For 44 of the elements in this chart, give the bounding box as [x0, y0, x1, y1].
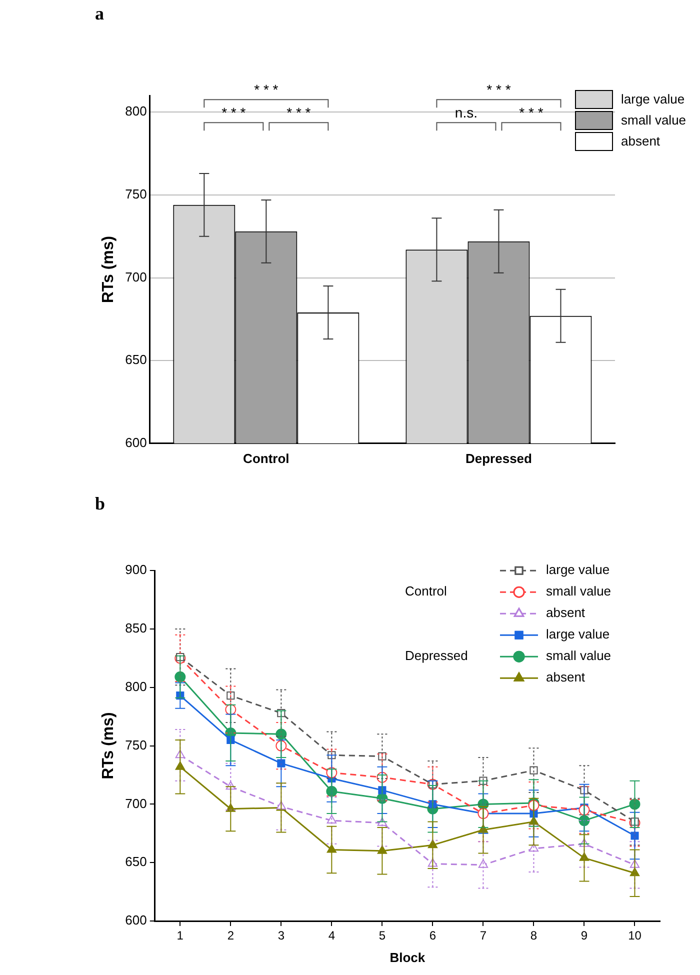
- y-axis-title: RTs (ms): [100, 236, 118, 304]
- x-tick-label: 1: [176, 928, 184, 943]
- legend-label: large value: [546, 626, 610, 642]
- annotation: * * *: [254, 81, 279, 98]
- y-tick-label: 750: [125, 737, 147, 752]
- legend-label: absent: [546, 670, 586, 685]
- legend-label: absent: [621, 134, 660, 149]
- y-tick-label: 700: [125, 269, 147, 284]
- x-tick-label: 7: [480, 928, 487, 943]
- x-tick-label: 5: [378, 928, 386, 943]
- x-tick-label: 4: [328, 928, 336, 943]
- y-axis-title: RTs (ms): [100, 712, 118, 780]
- legend-label: small value: [546, 648, 612, 664]
- annotation: * * *: [486, 81, 512, 98]
- x-tick-label: 3: [278, 928, 285, 943]
- legend-label: large value: [621, 92, 685, 107]
- legend-label: small value: [546, 584, 612, 599]
- y-tick-label: 850: [125, 620, 147, 636]
- x-axis-title: Block: [390, 950, 426, 965]
- y-tick-label: 650: [125, 854, 147, 870]
- x-tick-label: 6: [429, 928, 436, 943]
- y-tick-label: 900: [125, 562, 147, 578]
- y-tick-label: 750: [125, 186, 147, 202]
- annotation: * * *: [286, 104, 312, 120]
- annotation: n.s.: [454, 104, 478, 120]
- x-tick-label: 8: [530, 928, 538, 943]
- annotation: * * *: [222, 104, 246, 120]
- legend-label: large value: [546, 562, 610, 578]
- y-tick-label: 700: [125, 796, 147, 811]
- chart-title: b: [95, 493, 106, 514]
- annotation: Control: [405, 584, 448, 599]
- chart-title: a: [95, 3, 104, 24]
- y-tick-label: 650: [125, 352, 147, 368]
- x-tick-label: 10: [628, 928, 642, 943]
- x-tick-label: 9: [580, 928, 588, 943]
- x-tick-label: 2: [227, 928, 234, 943]
- y-tick-label: 600: [125, 434, 147, 450]
- y-tick-label: 600: [125, 912, 147, 928]
- annotation: * * *: [519, 104, 544, 120]
- annotation: Depressed: [405, 648, 468, 664]
- y-tick-label: 800: [125, 104, 147, 119]
- legend-label: small value: [621, 112, 686, 128]
- legend-label: absent: [546, 605, 586, 620]
- y-tick-label: 800: [125, 678, 147, 694]
